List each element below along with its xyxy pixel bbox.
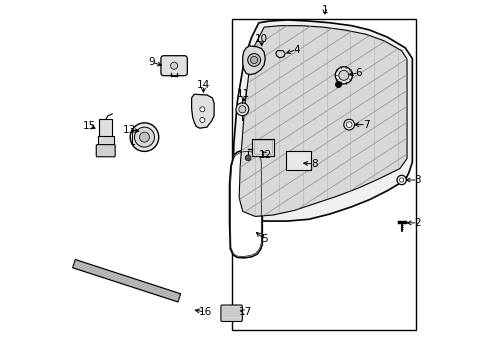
Circle shape [399, 178, 403, 182]
Bar [254, 140, 271, 154]
Circle shape [250, 57, 257, 64]
FancyBboxPatch shape [161, 56, 187, 76]
Circle shape [247, 54, 260, 66]
Polygon shape [242, 46, 264, 75]
FancyBboxPatch shape [221, 305, 242, 321]
Circle shape [346, 122, 351, 127]
Polygon shape [73, 260, 180, 302]
Circle shape [139, 132, 149, 142]
Bar [252, 139, 273, 156]
Bar [98, 136, 114, 147]
Text: 10: 10 [255, 34, 267, 44]
Circle shape [130, 123, 159, 152]
Polygon shape [191, 94, 214, 128]
Text: 12: 12 [259, 150, 272, 160]
Circle shape [134, 127, 154, 147]
Text: 8: 8 [310, 159, 317, 169]
Text: 3: 3 [414, 175, 420, 185]
Bar [99, 119, 112, 138]
Circle shape [335, 67, 352, 84]
Text: 16: 16 [198, 307, 211, 317]
Circle shape [338, 70, 348, 80]
Text: 11: 11 [237, 89, 250, 99]
Circle shape [244, 155, 250, 161]
Circle shape [200, 117, 204, 122]
Text: 14: 14 [196, 80, 210, 90]
Text: 17: 17 [238, 307, 251, 317]
Circle shape [170, 62, 177, 69]
Circle shape [200, 107, 204, 112]
Polygon shape [233, 20, 411, 221]
Text: 15: 15 [82, 121, 96, 131]
Text: 1: 1 [321, 5, 327, 15]
FancyBboxPatch shape [96, 145, 115, 157]
Circle shape [396, 175, 406, 185]
Text: 6: 6 [355, 68, 362, 78]
Polygon shape [239, 26, 406, 216]
Text: 13: 13 [122, 125, 136, 135]
Circle shape [235, 103, 248, 116]
Circle shape [343, 119, 354, 130]
Text: 5: 5 [260, 234, 267, 244]
Text: 4: 4 [292, 45, 299, 55]
Text: 2: 2 [414, 218, 420, 228]
Circle shape [238, 106, 245, 113]
Bar [231, 19, 415, 330]
Text: 7: 7 [362, 120, 368, 130]
Polygon shape [229, 150, 262, 258]
Text: 9: 9 [148, 57, 155, 67]
Polygon shape [275, 51, 285, 58]
Bar [285, 152, 311, 170]
